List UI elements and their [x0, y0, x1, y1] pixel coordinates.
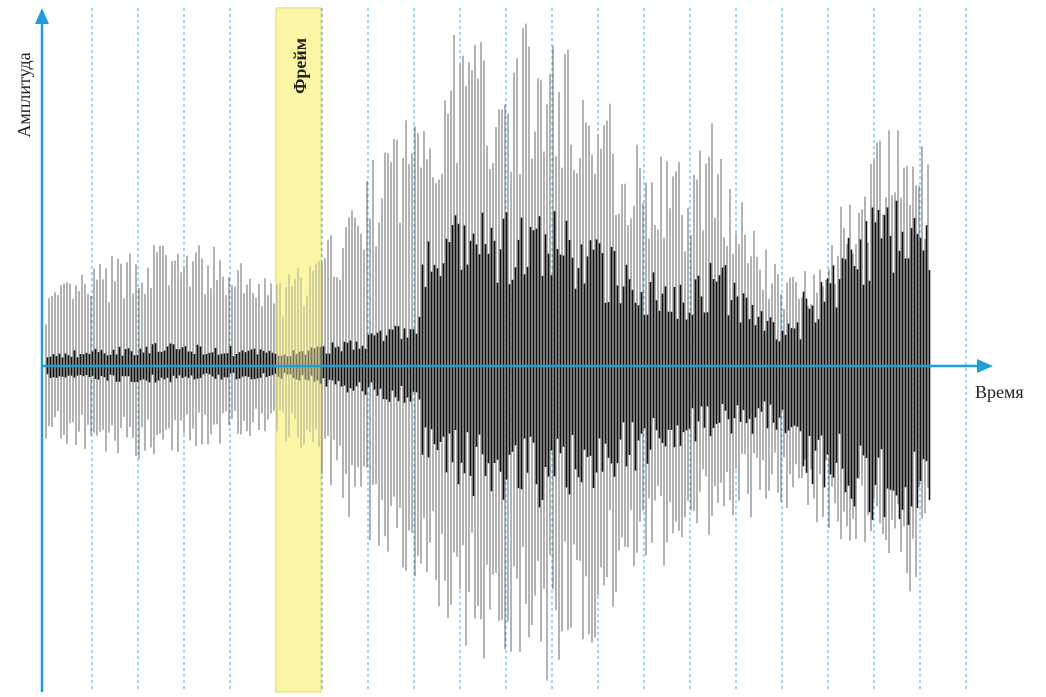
waveform-outer: [45, 23, 929, 681]
y-axis-label: Амплитуда: [14, 52, 34, 137]
frame-label: Фрейм: [290, 38, 310, 94]
x-axis-arrow: [977, 359, 993, 373]
waveform-inner: [46, 200, 931, 525]
x-axis-label: Время: [975, 382, 1024, 402]
y-axis-arrow: [35, 8, 49, 24]
frame-overlay: [276, 8, 321, 692]
